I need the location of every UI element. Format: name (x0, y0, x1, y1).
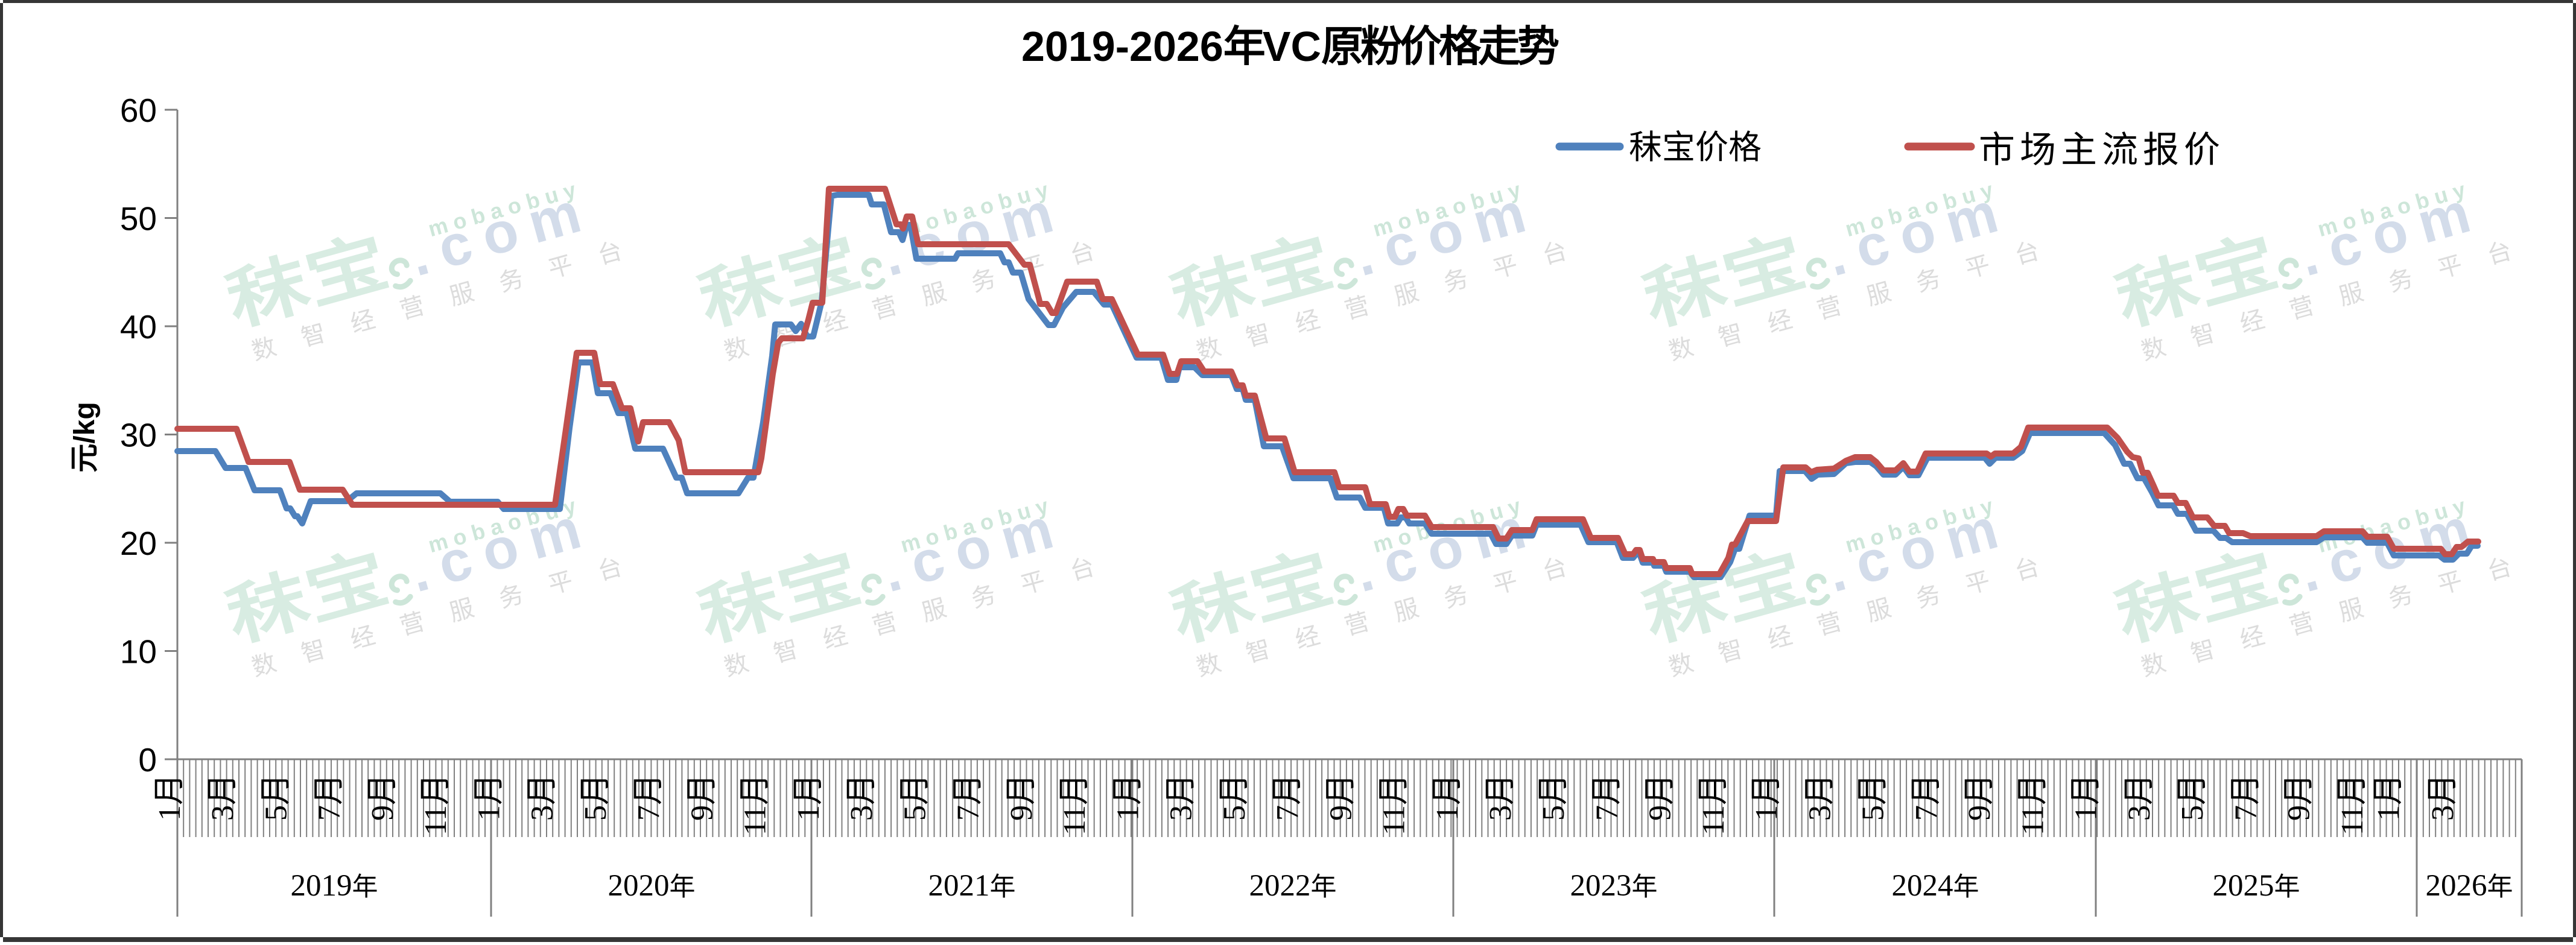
svg-text:2019年: 2019年 (291, 869, 378, 903)
svg-text:50: 50 (120, 200, 157, 238)
svg-text:11月: 11月 (2016, 774, 2050, 835)
svg-text:30: 30 (120, 417, 157, 454)
svg-text:1月: 1月 (472, 774, 506, 821)
svg-text:5月: 5月 (579, 774, 613, 821)
svg-text:3月: 3月 (2122, 774, 2157, 821)
svg-text:9月: 9月 (1004, 774, 1039, 821)
svg-text:2026年: 2026年 (2426, 869, 2513, 903)
svg-text:40: 40 (120, 308, 157, 346)
svg-text:20: 20 (120, 525, 157, 562)
svg-text:3月: 3月 (1803, 774, 1837, 821)
svg-text:7月: 7月 (951, 774, 986, 821)
svg-text:7月: 7月 (1590, 774, 1625, 821)
svg-text:1月: 1月 (153, 774, 187, 821)
svg-text:2019-2026年VC原粉价格走势: 2019-2026年VC原粉价格走势 (1021, 23, 1559, 70)
svg-text:5月: 5月 (1537, 774, 1571, 821)
svg-text:1月: 1月 (2371, 774, 2406, 821)
svg-text:7月: 7月 (1271, 774, 1305, 821)
svg-text:9月: 9月 (1324, 774, 1358, 821)
svg-text:2023年: 2023年 (1570, 869, 1658, 903)
svg-text:3月: 3月 (845, 774, 879, 821)
svg-text:1月: 1月 (1430, 774, 1465, 821)
svg-text:1月: 1月 (2069, 774, 2104, 821)
svg-text:2025年: 2025年 (2213, 869, 2300, 903)
svg-text:9月: 9月 (366, 774, 400, 821)
svg-text:2021年: 2021年 (928, 869, 1016, 903)
svg-text:3月: 3月 (525, 774, 560, 821)
svg-text:1月: 1月 (1111, 774, 1145, 821)
svg-text:11月: 11月 (2335, 774, 2370, 835)
svg-text:2024年: 2024年 (1892, 869, 1979, 903)
svg-text:5月: 5月 (2175, 774, 2210, 821)
svg-text:3月: 3月 (1164, 774, 1199, 821)
svg-text:5月: 5月 (898, 774, 932, 821)
svg-text:60: 60 (120, 92, 157, 129)
svg-text:9月: 9月 (2282, 774, 2317, 821)
svg-text:秣宝价格: 秣宝价格 (1629, 128, 1762, 166)
svg-text:11月: 11月 (738, 774, 773, 835)
svg-text:9月: 9月 (1643, 774, 1678, 821)
svg-text:2020年: 2020年 (608, 869, 696, 903)
svg-text:11月: 11月 (1377, 774, 1412, 835)
svg-text:5月: 5月 (1856, 774, 1891, 821)
svg-text:9月: 9月 (685, 774, 719, 821)
svg-text:7月: 7月 (2229, 774, 2263, 821)
svg-text:11月: 11月 (1058, 774, 1092, 835)
svg-text:5月: 5月 (259, 774, 294, 821)
svg-text:市场主流报价: 市场主流报价 (1979, 130, 2225, 170)
svg-text:7月: 7月 (1909, 774, 1944, 821)
svg-text:7月: 7月 (312, 774, 347, 821)
svg-text:2022年: 2022年 (1249, 869, 1337, 903)
svg-text:1月: 1月 (1750, 774, 1784, 821)
svg-text:11月: 11月 (419, 774, 453, 835)
svg-text:3月: 3月 (2426, 774, 2460, 821)
svg-text:10: 10 (120, 633, 157, 671)
svg-text:1月: 1月 (792, 774, 826, 821)
svg-text:5月: 5月 (1217, 774, 1252, 821)
svg-text:11月: 11月 (1696, 774, 1731, 835)
svg-text:3月: 3月 (1483, 774, 1518, 821)
svg-text:7月: 7月 (632, 774, 666, 821)
svg-text:0: 0 (138, 741, 157, 779)
svg-text:3月: 3月 (206, 774, 240, 821)
svg-text:元/kg: 元/kg (69, 402, 101, 472)
svg-text:9月: 9月 (1962, 774, 1997, 821)
